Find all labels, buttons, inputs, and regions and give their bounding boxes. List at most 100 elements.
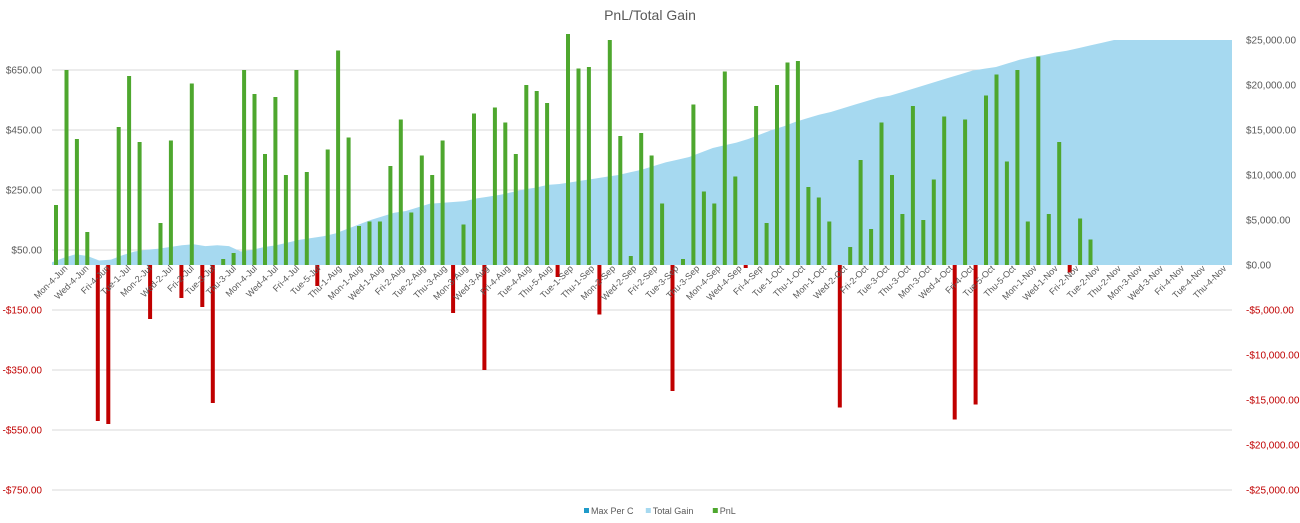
left-tick-label: $450.00	[6, 126, 43, 137]
pnl-bar	[607, 40, 612, 265]
right-axis: $25,000.00 $20,000.00 $15,000.00 $10,000.00…	[1246, 36, 1300, 497]
left-tick-label: $650.00	[6, 66, 43, 77]
pnl-bar	[294, 70, 299, 265]
pnl-bar	[858, 160, 863, 265]
pnl-bar	[189, 83, 194, 265]
pnl-bar	[336, 50, 341, 265]
legend-label: Total Gain	[653, 506, 694, 516]
legend-label: Max Per C	[591, 506, 634, 516]
pnl-bar	[827, 221, 832, 265]
pnl-bar	[283, 175, 288, 265]
pnl-bar	[503, 122, 508, 265]
pnl-bar	[994, 74, 999, 265]
pnl-bar	[158, 223, 163, 265]
pnl-bar	[388, 166, 393, 265]
right-tick-label: $20,000.00	[1246, 81, 1296, 92]
pnl-bar	[357, 226, 361, 265]
pnl-bar	[576, 68, 581, 265]
pnl-bar	[973, 265, 978, 405]
pnl-bar	[242, 70, 247, 265]
chart-title: PnL/Total Gain	[604, 7, 696, 23]
pnl-bar	[639, 133, 644, 265]
right-tick-label: -$15,000.00	[1246, 396, 1300, 407]
pnl-bar	[524, 85, 529, 265]
pnl-bar	[1078, 218, 1083, 265]
right-tick-label: $5,000.00	[1246, 216, 1291, 227]
pnl-bar	[754, 106, 759, 265]
legend-swatch	[645, 508, 651, 513]
pnl-bar	[200, 265, 205, 307]
pnl-bar	[816, 197, 821, 265]
right-tick-label: $25,000.00	[1246, 36, 1296, 47]
pnl-bar	[1067, 265, 1072, 273]
pnl-bar	[1046, 214, 1051, 265]
left-tick-label: -$750.00	[3, 486, 43, 497]
pnl-bar	[398, 119, 403, 265]
pnl-bar	[106, 265, 111, 424]
pnl-bar	[534, 91, 539, 265]
pnl-bar	[879, 122, 884, 265]
pnl-bar	[869, 229, 874, 265]
pnl-bar	[670, 265, 675, 391]
left-tick-label: -$350.00	[3, 366, 43, 377]
pnl-bar	[597, 265, 602, 315]
pnl-bar	[440, 140, 445, 265]
pnl-bar	[701, 191, 706, 265]
pnl-bar	[304, 172, 309, 265]
pnl-bar	[409, 212, 414, 265]
pnl-bar	[931, 179, 936, 265]
pnl-bar	[795, 61, 800, 265]
pnl-bar	[95, 265, 100, 421]
right-tick-label: $0.00	[1246, 261, 1271, 272]
pnl-bar	[984, 95, 988, 265]
pnl-bar	[545, 103, 550, 265]
pnl-bar	[890, 175, 894, 265]
pnl-bar	[681, 259, 685, 265]
pnl-bar	[168, 140, 173, 265]
pnl-bar	[64, 70, 69, 265]
bar-layer	[54, 34, 1093, 424]
pnl-bar	[127, 76, 132, 265]
pnl-bar	[712, 203, 717, 265]
right-tick-label: -$10,000.00	[1246, 351, 1300, 362]
pnl-bar	[1036, 56, 1041, 265]
pnl-bar	[921, 220, 926, 265]
pnl-bar	[942, 116, 947, 265]
pnl-bar	[743, 265, 748, 268]
pnl-bar	[451, 265, 456, 313]
pnl-bar	[837, 265, 842, 408]
pnl-bar	[492, 107, 497, 265]
pnl-bar	[210, 265, 215, 403]
left-axis: $650.00 $450.00 $250.00 $50.00 -$150.00 -$350…	[3, 66, 43, 497]
pnl-bar	[900, 214, 905, 265]
pnl-bar	[566, 34, 570, 265]
pnl-bar	[325, 149, 330, 265]
pnl-bar	[618, 136, 623, 265]
pnl-bar	[1015, 70, 1020, 265]
pnl-bar	[273, 97, 278, 265]
pnl-bar	[1025, 221, 1030, 265]
left-tick-label: -$150.00	[3, 306, 43, 317]
pnl-bar	[179, 265, 184, 298]
pnl-bar	[419, 155, 424, 265]
pnl-bar	[555, 265, 560, 277]
right-tick-label: -$5,000.00	[1246, 306, 1294, 317]
pnl-bar	[806, 187, 811, 265]
pnl-bar	[660, 203, 665, 265]
pnl-bar	[1088, 239, 1093, 265]
legend-swatch	[584, 508, 589, 513]
total-gain-area	[52, 40, 1232, 265]
pnl-bar	[85, 232, 90, 265]
pnl-bar	[472, 113, 476, 265]
right-tick-label: $15,000.00	[1246, 126, 1296, 137]
pnl-bar	[482, 265, 487, 370]
pnl-bar	[461, 224, 466, 265]
pnl-bar	[315, 265, 320, 286]
right-tick-label: $10,000.00	[1246, 171, 1296, 182]
pnl-bar	[367, 221, 372, 265]
pnl-bar	[910, 106, 915, 265]
pnl-bar	[628, 256, 633, 265]
pnl-bar	[377, 221, 382, 265]
pnl-bar	[691, 104, 696, 265]
